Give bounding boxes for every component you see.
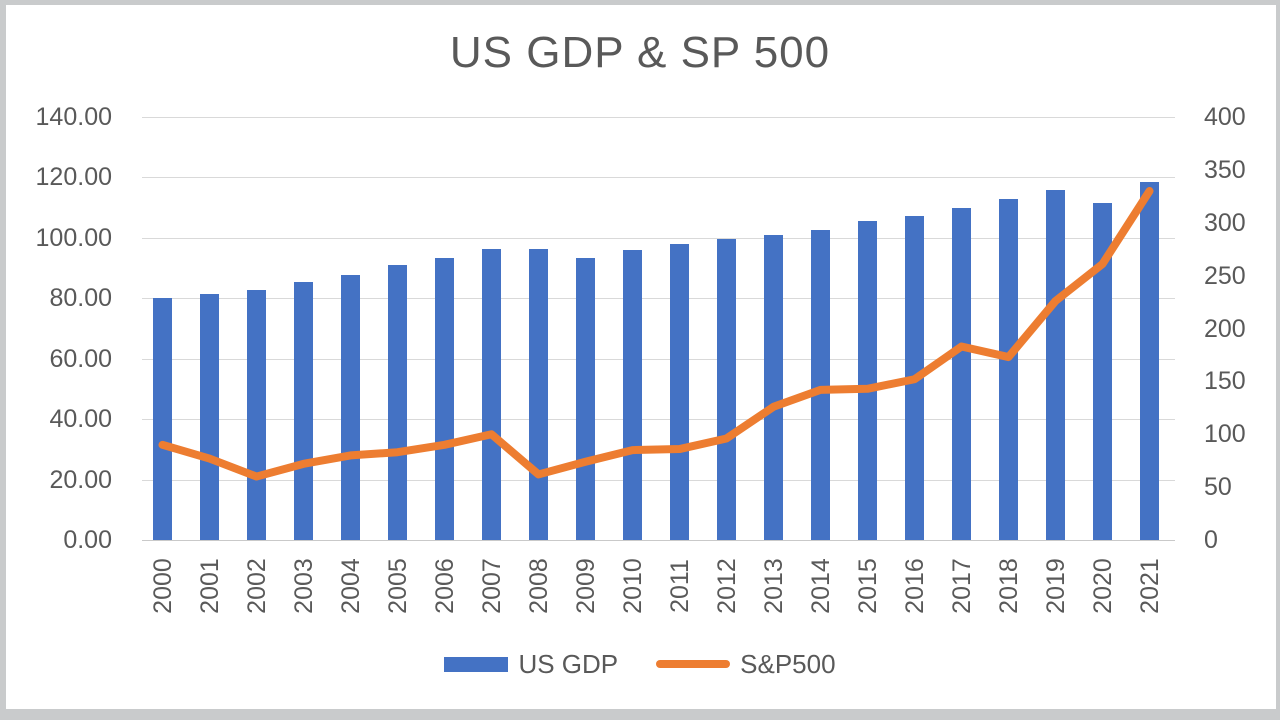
x-label-2008: 2008: [524, 558, 553, 614]
gdp-bar-2001: [200, 294, 219, 540]
left-axis-tick: 80.00: [49, 284, 112, 313]
gdp-bar-2018: [999, 198, 1018, 540]
gdp-bar-2015: [858, 221, 877, 540]
gdp-bar-2000: [153, 297, 172, 540]
x-label-2013: 2013: [759, 558, 788, 614]
gdp-bar-2006: [435, 257, 454, 540]
right-axis-tick: 100: [1204, 420, 1246, 449]
left-axis-tick: 20.00: [49, 465, 112, 494]
sp500-line: [158, 187, 1154, 481]
line-series-sp500: [158, 187, 1154, 481]
x-label-2004: 2004: [336, 558, 365, 614]
x-label-2019: 2019: [1041, 558, 1070, 614]
right-axis-tick: 0: [1204, 526, 1218, 554]
left-axis-tick: 100.00: [35, 223, 112, 252]
x-label-2003: 2003: [289, 558, 318, 614]
gdp-bar-2004: [341, 275, 360, 540]
legend-item-us-gdp: US GDP: [444, 649, 618, 680]
legend-item-sp500: S&P500: [656, 648, 836, 680]
x-label-2010: 2010: [618, 558, 647, 614]
left-axis-tick: 60.00: [49, 344, 112, 373]
chart-title: US GDP & SP 500: [449, 28, 831, 77]
gridline: [142, 237, 1175, 239]
gdp-bar-2020: [1093, 203, 1112, 540]
plot-area: [142, 117, 1175, 541]
x-label-2014: 2014: [806, 558, 835, 614]
left-axis-tick: 140.00: [35, 103, 112, 131]
x-label-2016: 2016: [900, 558, 929, 614]
legend: US GDP S&P500: [0, 648, 1280, 680]
left-axis-tick: 40.00: [49, 405, 112, 434]
x-label-2007: 2007: [477, 558, 506, 614]
x-label-2005: 2005: [383, 558, 412, 614]
x-label-2000: 2000: [148, 558, 177, 614]
x-label-2021: 2021: [1135, 558, 1164, 614]
gdp-bar-2003: [294, 282, 313, 540]
gdp-bar-2011: [670, 244, 689, 540]
x-label-2011: 2011: [665, 559, 694, 613]
gridline: [142, 419, 1175, 421]
x-label-2018: 2018: [994, 558, 1023, 614]
gdp-bar-2009: [576, 257, 595, 540]
gdp-bar-2014: [811, 230, 830, 540]
left-axis-tick: 0.00: [63, 526, 112, 554]
right-axis-tick: 350: [1204, 155, 1246, 184]
right-axis-tick: 50: [1204, 473, 1232, 502]
gridline: [142, 177, 1175, 179]
gridline: [142, 117, 1175, 118]
us-gdp-bar-swatch: [444, 656, 509, 672]
x-label-2017: 2017: [947, 558, 976, 614]
x-label-2015: 2015: [853, 558, 882, 614]
left-axis-tick: 120.00: [35, 163, 112, 192]
sp500-line-swatch: [656, 660, 731, 668]
x-label-2001: 2001: [195, 558, 224, 614]
x-axis-line: [142, 540, 1175, 541]
gdp-bar-2005: [388, 265, 407, 540]
x-label-2006: 2006: [430, 558, 459, 614]
gdp-bar-2010: [623, 249, 642, 540]
sp500-legend-label: S&P500: [740, 648, 836, 679]
gdp-bar-2007: [482, 249, 501, 540]
right-axis-tick: 200: [1204, 314, 1246, 343]
gridline: [142, 479, 1175, 481]
right-axis-tick: 250: [1204, 261, 1246, 290]
gridline: [142, 358, 1175, 360]
gdp-bar-2013: [764, 234, 783, 540]
right-axis-tick: 400: [1204, 103, 1246, 131]
gridline: [142, 298, 1175, 300]
us-gdp-legend-label: US GDP: [518, 648, 619, 679]
gdp-bar-2019: [1046, 190, 1065, 540]
gdp-bar-2017: [952, 208, 971, 540]
x-label-2020: 2020: [1088, 558, 1117, 614]
gdp-bar-2021: [1140, 181, 1159, 540]
x-label-2012: 2012: [712, 558, 741, 614]
gdp-bar-2012: [717, 239, 736, 540]
right-axis-tick: 300: [1204, 208, 1246, 237]
x-label-2009: 2009: [571, 558, 600, 614]
right-axis-tick: 150: [1204, 367, 1246, 396]
x-label-2002: 2002: [242, 558, 271, 614]
